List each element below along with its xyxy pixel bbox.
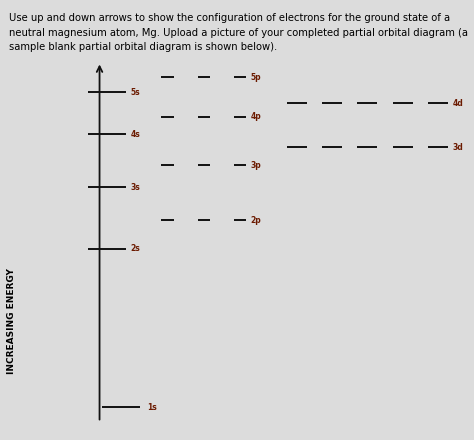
Text: 3s: 3s (130, 183, 140, 191)
Text: 2s: 2s (130, 244, 140, 253)
Text: 3p: 3p (250, 161, 261, 169)
Text: INCREASING ENERGY: INCREASING ENERGY (8, 268, 16, 374)
Text: neutral magnesium atom, Mg. Upload a picture of your completed partial orbital d: neutral magnesium atom, Mg. Upload a pic… (9, 28, 468, 38)
Text: 5p: 5p (250, 73, 261, 81)
Text: 1s: 1s (147, 403, 157, 411)
Text: 4d: 4d (453, 99, 464, 108)
Text: 4p: 4p (250, 112, 261, 121)
Text: sample blank partial orbital diagram is shown below).: sample blank partial orbital diagram is … (9, 42, 278, 52)
Text: Use up and down arrows to show the configuration of electrons for the ground sta: Use up and down arrows to show the confi… (9, 13, 451, 23)
Text: 4s: 4s (130, 130, 140, 139)
Text: 2p: 2p (250, 216, 261, 224)
Text: 3d: 3d (453, 143, 464, 152)
Text: 5s: 5s (130, 88, 140, 97)
